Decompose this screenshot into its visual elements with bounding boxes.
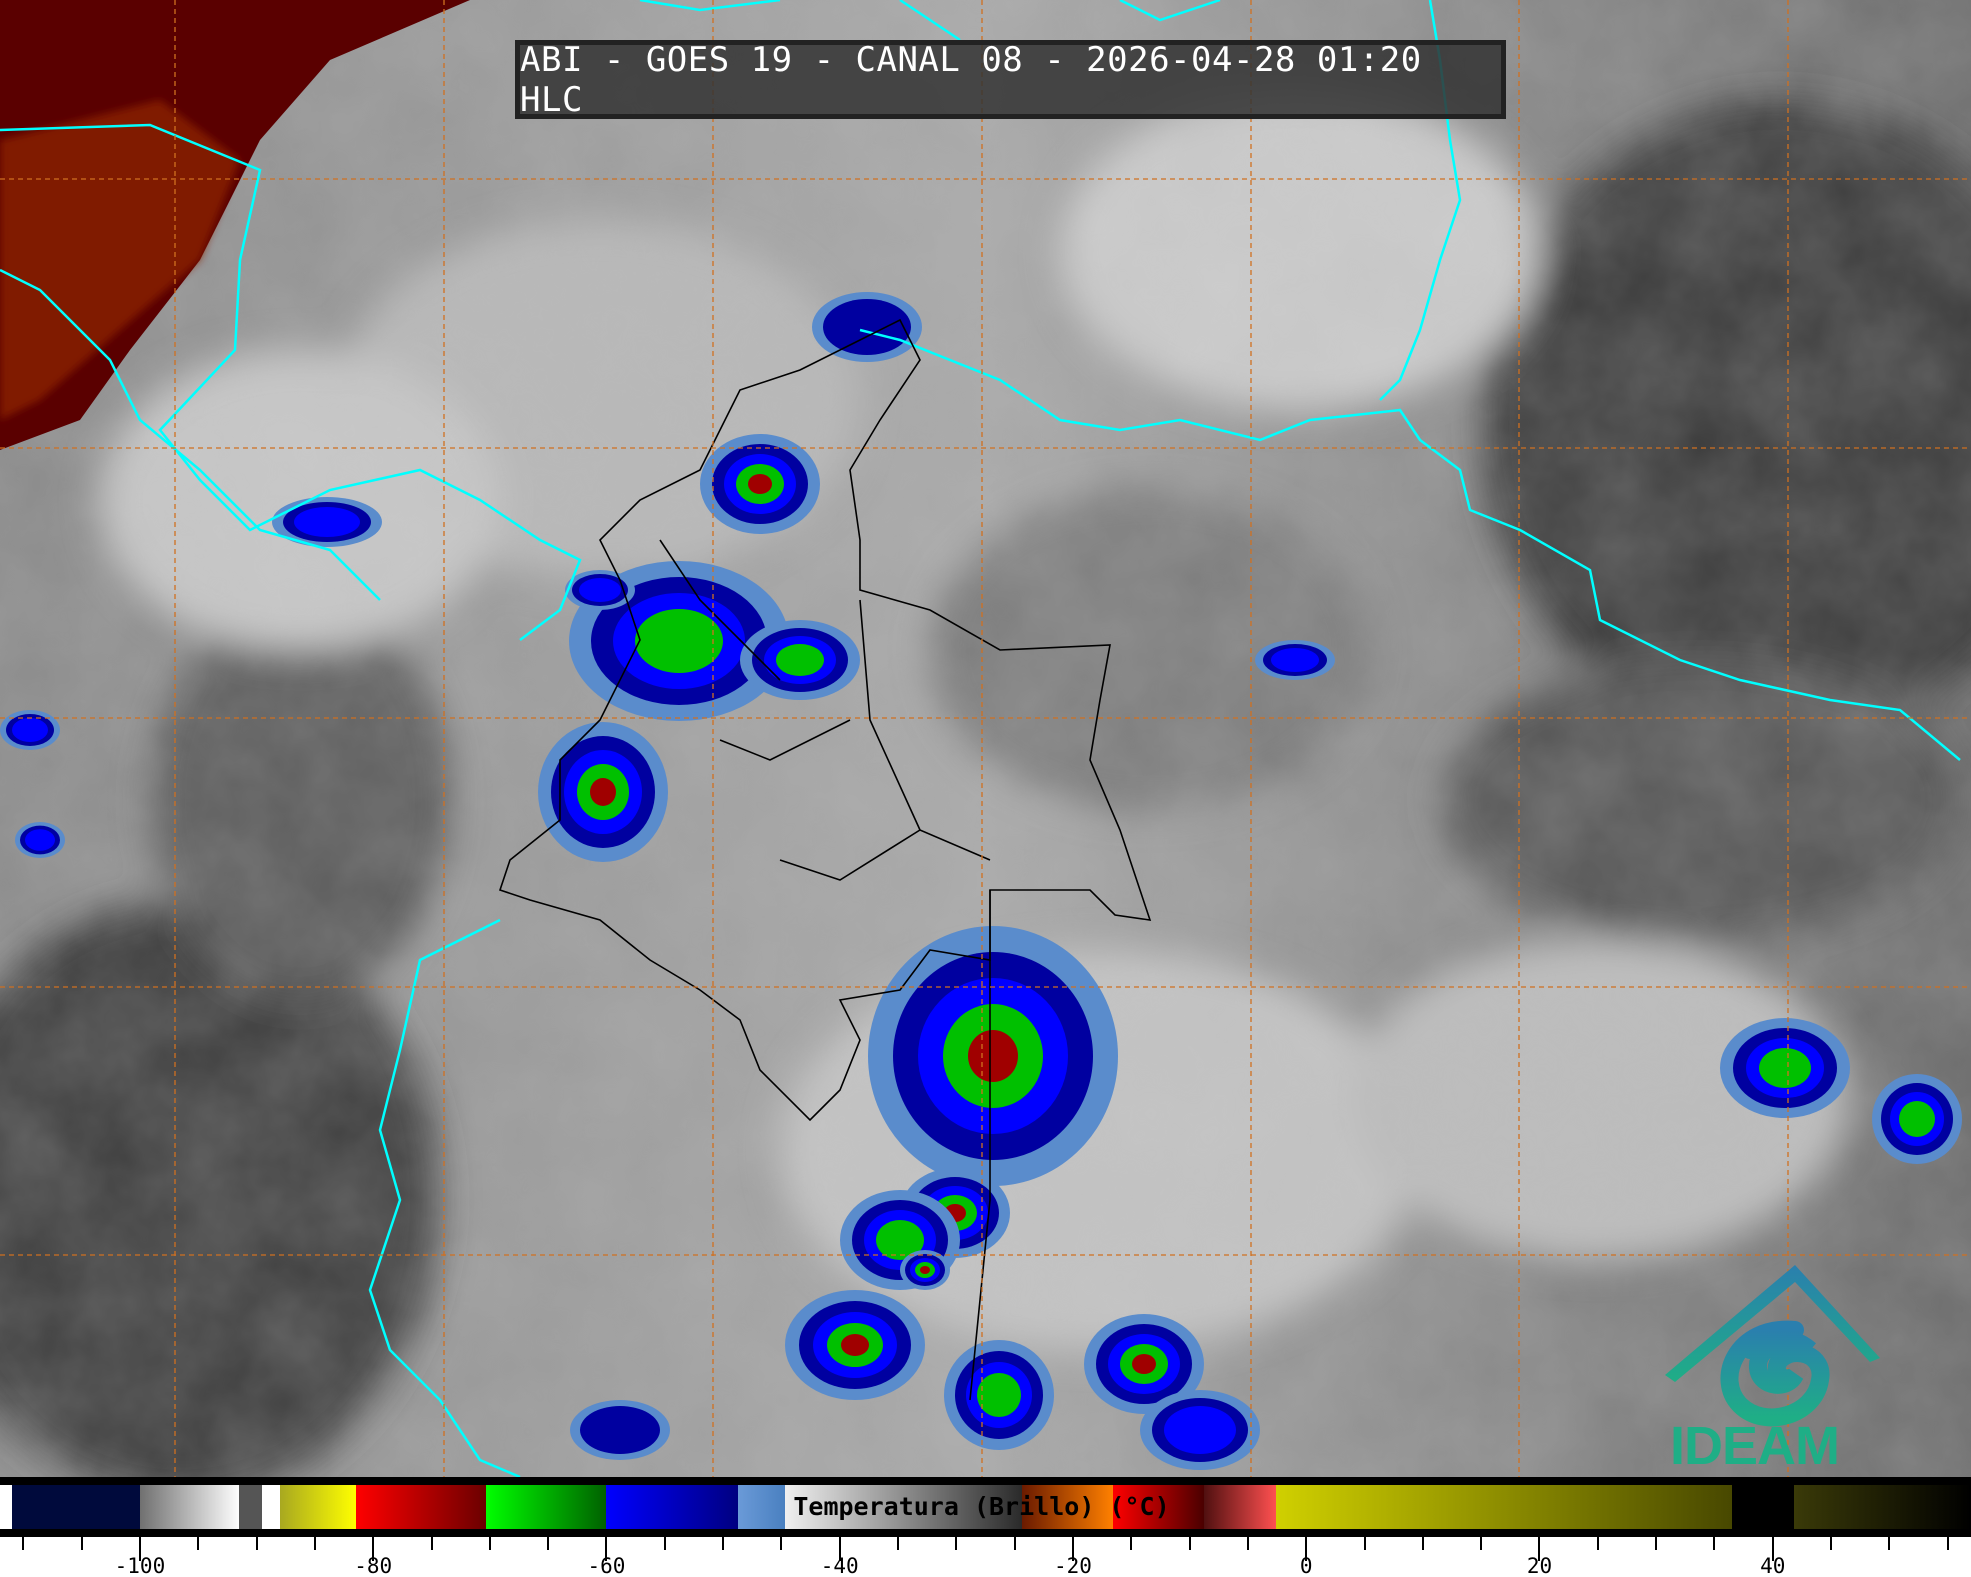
colorbar-segment bbox=[1731, 1485, 1795, 1529]
colorbar-segment bbox=[1112, 1485, 1205, 1529]
tick-label: -40 bbox=[820, 1554, 859, 1577]
storm-cell bbox=[1720, 1018, 1850, 1118]
minor-tick bbox=[1480, 1537, 1483, 1550]
colorbar-segment bbox=[262, 1485, 281, 1529]
tick-label: 0 bbox=[1299, 1554, 1313, 1577]
tick-label: 20 bbox=[1526, 1554, 1553, 1577]
country-borders bbox=[498, 318, 1152, 1401]
storm-cell bbox=[565, 570, 635, 610]
tick-label: -100 bbox=[114, 1554, 166, 1577]
ideam-logo: IDEAM bbox=[1640, 1250, 1890, 1476]
storm-cell bbox=[1084, 1314, 1204, 1414]
storm-cell bbox=[944, 1340, 1054, 1450]
storm-cell bbox=[272, 497, 382, 547]
minor-tick bbox=[197, 1537, 200, 1550]
colorbar-segment bbox=[139, 1485, 240, 1529]
storm-cell bbox=[0, 710, 60, 750]
image-title: ABI - GOES 19 - CANAL 08 - 2026-04-28 01… bbox=[515, 40, 1506, 120]
ideam-logo-text: IDEAM bbox=[1670, 1416, 1840, 1476]
storm-cell bbox=[700, 434, 820, 534]
convective-storms bbox=[0, 292, 1962, 1470]
minor-tick bbox=[955, 1537, 958, 1550]
storm-cell bbox=[1872, 1074, 1962, 1164]
minor-tick bbox=[1130, 1537, 1133, 1550]
minor-tick bbox=[897, 1537, 900, 1550]
minor-tick bbox=[1188, 1537, 1191, 1550]
minor-tick bbox=[547, 1537, 550, 1550]
storm-cell bbox=[538, 722, 668, 862]
colorbar bbox=[0, 1477, 1971, 1537]
colorbar-segment bbox=[738, 1485, 786, 1529]
minor-tick bbox=[1013, 1537, 1016, 1550]
storm-cell bbox=[785, 1290, 925, 1400]
tick-label: -80 bbox=[354, 1554, 393, 1577]
minor-tick bbox=[1421, 1537, 1424, 1550]
minor-tick bbox=[663, 1537, 666, 1550]
colorbar-segment bbox=[486, 1485, 607, 1529]
colorbar-segment bbox=[0, 1485, 13, 1529]
minor-tick bbox=[1713, 1537, 1716, 1550]
storm-cell bbox=[740, 620, 860, 700]
minor-tick bbox=[722, 1537, 725, 1550]
storm-cell bbox=[570, 1400, 670, 1460]
tick-label: -20 bbox=[1054, 1554, 1092, 1577]
major-tick bbox=[1538, 1537, 1541, 1561]
storm-cell bbox=[812, 292, 922, 362]
colorbar-segment bbox=[606, 1485, 739, 1529]
minor-tick bbox=[780, 1537, 783, 1550]
colorbar-segment bbox=[239, 1485, 263, 1529]
minor-tick bbox=[313, 1537, 316, 1550]
tick-label: 40 bbox=[1760, 1554, 1786, 1577]
colorbar-segment bbox=[279, 1485, 357, 1529]
minor-tick bbox=[430, 1537, 433, 1550]
minor-tick bbox=[1246, 1537, 1249, 1550]
storm-cell bbox=[1255, 640, 1335, 680]
colorbar-segment bbox=[784, 1485, 1023, 1529]
storm-cell bbox=[1140, 1390, 1260, 1470]
major-tick bbox=[1771, 1537, 1774, 1561]
colorbar-segment bbox=[11, 1485, 141, 1529]
minor-tick bbox=[80, 1537, 83, 1550]
major-tick bbox=[1305, 1537, 1308, 1561]
minor-tick bbox=[1888, 1537, 1891, 1550]
storm-cell bbox=[868, 926, 1118, 1186]
storm-cell bbox=[900, 1250, 950, 1290]
minor-tick bbox=[22, 1537, 25, 1550]
temperature-legend: Temperatura (Brillo) (°C) -100 -80 -60 -40-… bbox=[0, 1477, 1971, 1577]
major-tick bbox=[138, 1537, 141, 1561]
major-tick bbox=[372, 1537, 375, 1561]
major-tick bbox=[605, 1537, 608, 1561]
minor-tick bbox=[1363, 1537, 1366, 1550]
satellite-map bbox=[0, 0, 1971, 1477]
colorbar-segment bbox=[1793, 1485, 1971, 1529]
colorbar-axis: -100 -80 -60 -40 -20 0 20 40 bbox=[0, 1537, 1971, 1577]
major-tick bbox=[1071, 1537, 1074, 1561]
storm-cell bbox=[15, 822, 65, 858]
minor-tick bbox=[1596, 1537, 1599, 1550]
minor-tick bbox=[1655, 1537, 1658, 1550]
tick-label: -60 bbox=[587, 1554, 626, 1577]
colorbar-segment bbox=[355, 1485, 487, 1529]
coastlines bbox=[0, 0, 1961, 1477]
minor-tick bbox=[488, 1537, 491, 1550]
ideam-logo-icon bbox=[1665, 1265, 1880, 1427]
major-tick bbox=[838, 1537, 841, 1561]
colorbar-segment bbox=[1203, 1485, 1277, 1529]
colorbar-segment bbox=[1021, 1485, 1114, 1529]
minor-tick bbox=[1830, 1537, 1833, 1550]
minor-tick bbox=[1946, 1537, 1949, 1550]
minor-tick bbox=[255, 1537, 258, 1550]
colorbar-segment bbox=[1275, 1485, 1733, 1529]
lat-lon-grid bbox=[0, 0, 1971, 1477]
